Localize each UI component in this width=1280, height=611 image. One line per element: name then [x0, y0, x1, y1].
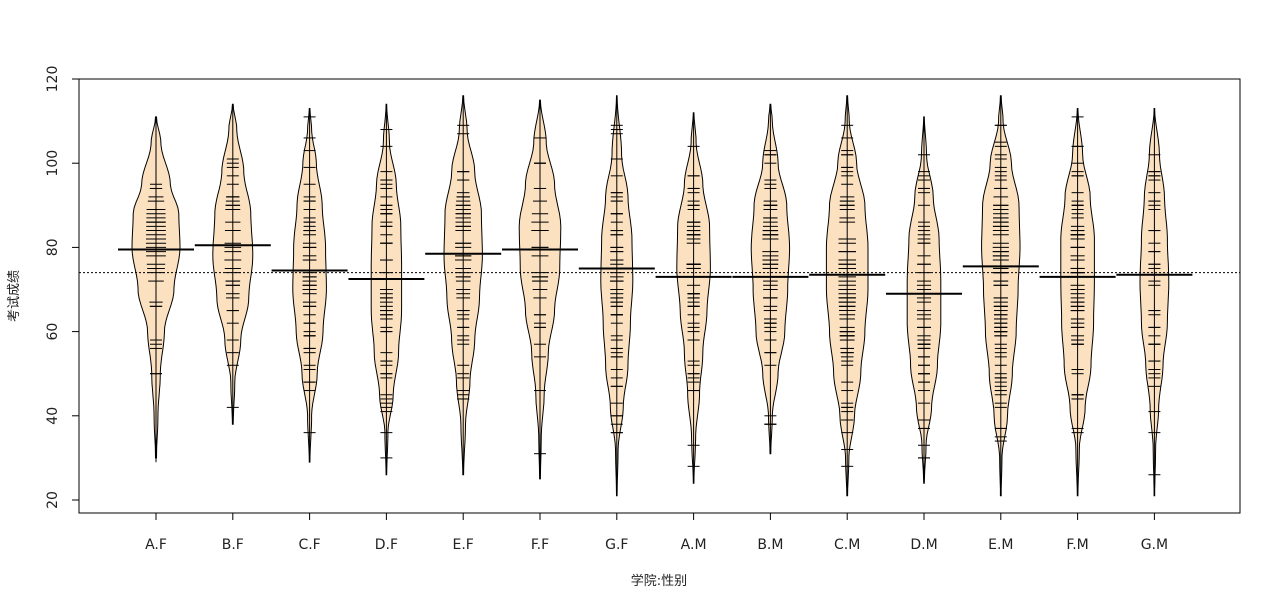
bean-group-D.F	[348, 103, 425, 476]
bean-group-C.M	[809, 95, 886, 497]
x-tick-label: A.F	[145, 537, 167, 553]
y-axis-title: 考试成绩	[7, 270, 22, 322]
x-tick-label: G.F	[605, 537, 628, 553]
x-tick-label: F.M	[1066, 537, 1088, 553]
bean-group-F.M	[1039, 108, 1116, 497]
x-tick-label: F.F	[531, 537, 549, 553]
y-tick-label: 40	[45, 407, 61, 425]
x-axis: A.F B.F C.F D.F E.F F.F G.F A.M B.M C.M D.M E.M F.M G…	[145, 513, 1168, 553]
x-tick-label: B.M	[757, 537, 783, 553]
bean-group-container	[118, 95, 1193, 497]
y-tick-label: 60	[45, 323, 61, 341]
y-tick-label: 120	[45, 66, 61, 93]
bean-group-A.F	[118, 116, 194, 463]
bean-group-C.F	[271, 108, 348, 463]
x-axis-title: 学院:性别	[631, 573, 687, 589]
x-tick-label: A.M	[681, 537, 707, 553]
x-tick-label: C.M	[834, 537, 860, 553]
plot-frame	[78, 78, 1241, 514]
x-tick-label: E.M	[988, 537, 1013, 553]
x-tick-label: C.F	[298, 537, 320, 553]
x-tick-label: G.M	[1141, 537, 1168, 553]
x-tick-label: D.F	[375, 537, 398, 553]
x-tick-label: E.F	[453, 537, 474, 553]
bean-group-G.M	[1116, 108, 1193, 497]
y-tick-label: 20	[45, 491, 61, 509]
y-axis: 20 40 60 80 100 120	[45, 66, 79, 509]
x-tick-label: D.M	[910, 537, 937, 553]
bean-group-B.F	[194, 103, 271, 425]
y-tick-label: 100	[45, 150, 61, 177]
y-tick-label: 80	[45, 238, 61, 256]
bean-group-E.F	[425, 95, 502, 476]
bean-group-E.M	[962, 95, 1039, 497]
x-tick-label: B.F	[222, 537, 244, 553]
bean-group-A.M	[655, 112, 732, 484]
bean-group-D.M	[886, 116, 962, 484]
bean-group-G.F	[578, 95, 655, 497]
bean-group-B.M	[732, 103, 809, 455]
bean-group-F.F	[502, 99, 578, 480]
